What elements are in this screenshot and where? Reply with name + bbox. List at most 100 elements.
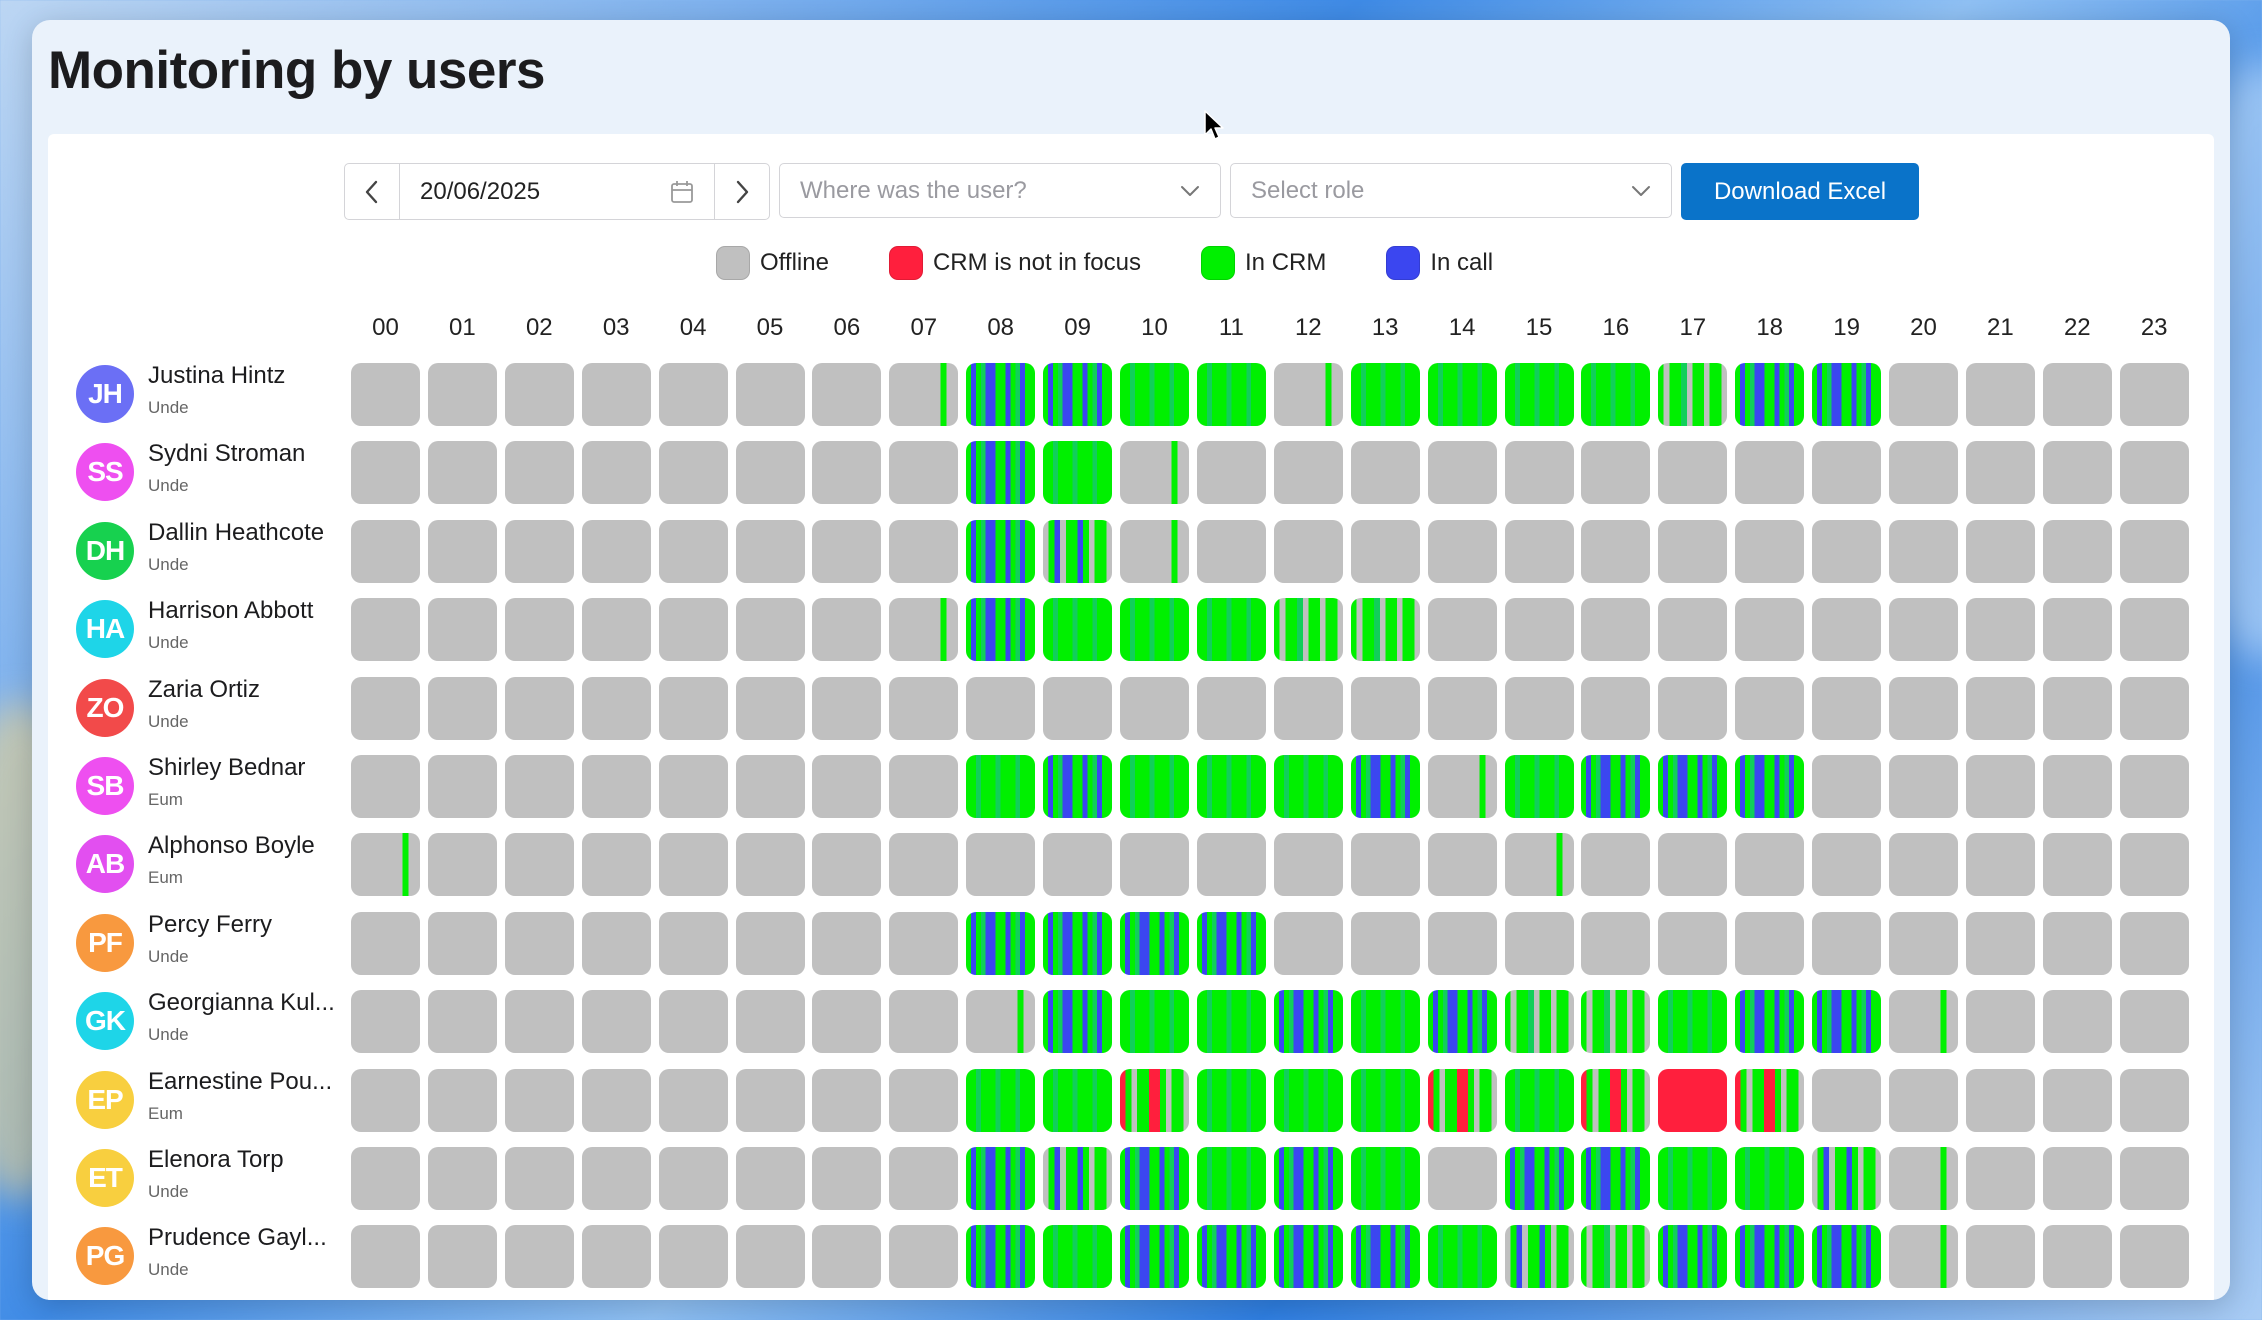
activity-cell[interactable] bbox=[1965, 833, 2035, 897]
activity-cell[interactable] bbox=[1735, 363, 1805, 426]
activity-cell[interactable] bbox=[1196, 990, 1266, 1054]
activity-cell[interactable] bbox=[581, 755, 651, 818]
activity-cell[interactable] bbox=[581, 519, 651, 583]
activity-cell[interactable] bbox=[1658, 833, 1728, 897]
user-name[interactable]: Sydni Stroman bbox=[148, 440, 306, 468]
activity-cell[interactable] bbox=[1196, 1068, 1266, 1132]
activity-cell[interactable] bbox=[351, 519, 420, 583]
activity-cell[interactable] bbox=[2119, 598, 2189, 662]
activity-cell[interactable] bbox=[1350, 598, 1420, 662]
activity-cell[interactable] bbox=[2119, 1147, 2189, 1210]
activity-cell[interactable] bbox=[966, 990, 1036, 1054]
activity-cell[interactable] bbox=[504, 833, 574, 897]
activity-cell[interactable] bbox=[966, 676, 1036, 740]
activity-cell[interactable] bbox=[581, 676, 651, 740]
activity-cell[interactable] bbox=[1427, 755, 1497, 818]
activity-cell[interactable] bbox=[1273, 363, 1343, 426]
activity-cell[interactable] bbox=[2042, 755, 2112, 818]
activity-cell[interactable] bbox=[1581, 833, 1651, 897]
activity-cell[interactable] bbox=[2042, 990, 2112, 1054]
activity-cell[interactable] bbox=[1196, 441, 1266, 505]
activity-cell[interactable] bbox=[1812, 833, 1882, 897]
activity-cell[interactable] bbox=[1196, 833, 1266, 897]
activity-cell[interactable] bbox=[1427, 1068, 1497, 1132]
activity-cell[interactable] bbox=[1965, 441, 2035, 505]
activity-cell[interactable] bbox=[1427, 598, 1497, 662]
activity-cell[interactable] bbox=[1120, 519, 1189, 583]
activity-cell[interactable] bbox=[1196, 676, 1266, 740]
activity-cell[interactable] bbox=[1889, 598, 1958, 662]
activity-cell[interactable] bbox=[966, 1068, 1036, 1132]
activity-cell[interactable] bbox=[2042, 441, 2112, 505]
activity-cell[interactable] bbox=[1965, 1147, 2035, 1210]
activity-cell[interactable] bbox=[1504, 676, 1574, 740]
activity-cell[interactable] bbox=[427, 1225, 497, 1289]
activity-cell[interactable] bbox=[966, 363, 1036, 426]
activity-cell[interactable] bbox=[1581, 1225, 1651, 1289]
activity-cell[interactable] bbox=[504, 1147, 574, 1210]
activity-cell[interactable] bbox=[1273, 1068, 1343, 1132]
activity-cell[interactable] bbox=[1196, 911, 1266, 975]
activity-cell[interactable] bbox=[1581, 990, 1651, 1054]
activity-cell[interactable] bbox=[1581, 363, 1651, 426]
activity-cell[interactable] bbox=[2042, 519, 2112, 583]
activity-cell[interactable] bbox=[2042, 833, 2112, 897]
activity-cell[interactable] bbox=[1120, 676, 1189, 740]
user-name[interactable]: Harrison Abbott bbox=[148, 597, 314, 625]
activity-cell[interactable] bbox=[581, 990, 651, 1054]
activity-cell[interactable] bbox=[1812, 1068, 1882, 1132]
activity-cell[interactable] bbox=[1812, 519, 1882, 583]
activity-cell[interactable] bbox=[1658, 990, 1728, 1054]
activity-cell[interactable] bbox=[351, 1068, 420, 1132]
activity-cell[interactable] bbox=[1504, 441, 1574, 505]
activity-cell[interactable] bbox=[889, 833, 959, 897]
activity-cell[interactable] bbox=[1658, 363, 1728, 426]
activity-cell[interactable] bbox=[1889, 911, 1958, 975]
activity-cell[interactable] bbox=[1581, 911, 1651, 975]
activity-cell[interactable] bbox=[581, 1147, 651, 1210]
activity-cell[interactable] bbox=[658, 363, 728, 426]
activity-cell[interactable] bbox=[1043, 441, 1113, 505]
activity-cell[interactable] bbox=[351, 598, 420, 662]
activity-cell[interactable] bbox=[1658, 911, 1728, 975]
user-name[interactable]: Alphonso Boyle bbox=[148, 832, 315, 860]
activity-cell[interactable] bbox=[1350, 1068, 1420, 1132]
activity-cell[interactable] bbox=[812, 598, 882, 662]
activity-cell[interactable] bbox=[1196, 519, 1266, 583]
activity-cell[interactable] bbox=[812, 833, 882, 897]
activity-cell[interactable] bbox=[2119, 519, 2189, 583]
activity-cell[interactable] bbox=[889, 1225, 959, 1289]
activity-cell[interactable] bbox=[889, 519, 959, 583]
activity-cell[interactable] bbox=[966, 1147, 1036, 1210]
activity-cell[interactable] bbox=[966, 598, 1036, 662]
activity-cell[interactable] bbox=[1735, 441, 1805, 505]
activity-cell[interactable] bbox=[1581, 755, 1651, 818]
activity-cell[interactable] bbox=[1889, 1068, 1958, 1132]
activity-cell[interactable] bbox=[427, 833, 497, 897]
activity-cell[interactable] bbox=[2042, 911, 2112, 975]
activity-cell[interactable] bbox=[889, 1068, 959, 1132]
activity-cell[interactable] bbox=[1581, 519, 1651, 583]
activity-cell[interactable] bbox=[2042, 363, 2112, 426]
activity-cell[interactable] bbox=[1735, 833, 1805, 897]
activity-cell[interactable] bbox=[504, 1068, 574, 1132]
user-name[interactable]: Elenora Torp bbox=[148, 1146, 284, 1173]
activity-cell[interactable] bbox=[658, 441, 728, 505]
activity-cell[interactable] bbox=[1581, 1147, 1651, 1210]
activity-cell[interactable] bbox=[1658, 441, 1728, 505]
next-day-button[interactable] bbox=[715, 164, 769, 219]
activity-cell[interactable] bbox=[966, 519, 1036, 583]
activity-cell[interactable] bbox=[1196, 755, 1266, 818]
activity-cell[interactable] bbox=[427, 598, 497, 662]
activity-cell[interactable] bbox=[427, 755, 497, 818]
activity-cell[interactable] bbox=[1812, 441, 1882, 505]
activity-cell[interactable] bbox=[1965, 1225, 2035, 1289]
activity-cell[interactable] bbox=[889, 911, 959, 975]
user-name[interactable]: Percy Ferry bbox=[148, 910, 273, 938]
activity-cell[interactable] bbox=[1273, 1147, 1343, 1210]
activity-cell[interactable] bbox=[1812, 1225, 1882, 1289]
activity-cell[interactable] bbox=[1350, 990, 1420, 1054]
previous-day-button[interactable] bbox=[345, 164, 399, 219]
activity-cell[interactable] bbox=[1043, 755, 1113, 818]
activity-cell[interactable] bbox=[1965, 990, 2035, 1054]
